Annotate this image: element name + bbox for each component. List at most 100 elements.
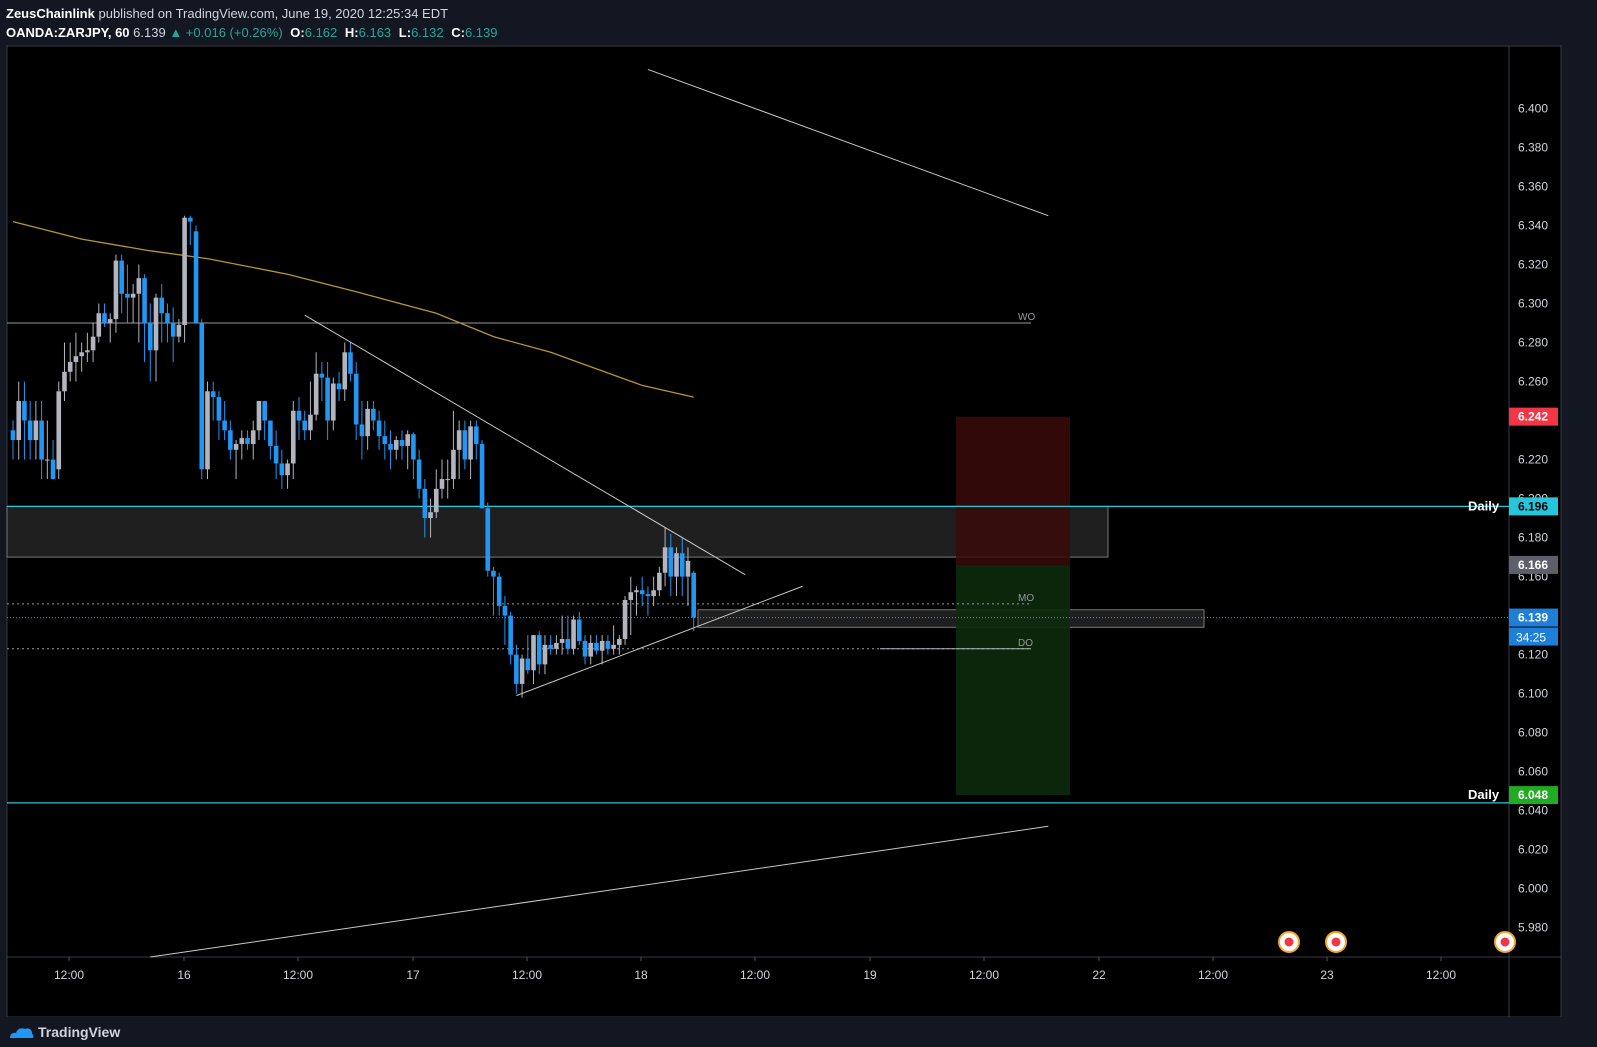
candle-body[interactable]	[639, 590, 645, 595]
candle-body[interactable]	[376, 420, 382, 437]
candle-body[interactable]	[39, 420, 44, 460]
candle-body[interactable]	[451, 449, 456, 480]
candle-body[interactable]	[657, 572, 662, 591]
candle-body[interactable]	[113, 260, 119, 320]
candle-body[interactable]	[290, 410, 296, 464]
candle-body[interactable]	[439, 479, 445, 489]
support-zone[interactable]	[697, 609, 1205, 628]
candle-body[interactable]	[634, 590, 639, 593]
candle-body[interactable]	[165, 313, 170, 324]
candle-body[interactable]	[50, 459, 56, 480]
candle-body[interactable]	[250, 430, 256, 444]
candle-body[interactable]	[525, 658, 531, 671]
candle-body[interactable]	[462, 430, 468, 460]
candle-body[interactable]	[125, 293, 130, 298]
candle-body[interactable]	[365, 408, 370, 437]
candle-body[interactable]	[228, 430, 233, 450]
lower-channel-line[interactable]	[150, 825, 1049, 958]
candle-body[interactable]	[239, 438, 245, 444]
descending-trendline[interactable]	[304, 314, 746, 576]
candle-body[interactable]	[651, 590, 656, 597]
candle-body[interactable]	[199, 323, 205, 470]
candle-body[interactable]	[159, 297, 165, 314]
candle-body[interactable]	[188, 217, 193, 222]
candle-body[interactable]	[67, 362, 73, 372]
candle-body[interactable]	[674, 553, 679, 577]
candle-body[interactable]	[536, 635, 542, 665]
candle-body[interactable]	[353, 373, 359, 425]
candle-body[interactable]	[348, 352, 353, 374]
candle-body[interactable]	[559, 639, 565, 643]
candle-body[interactable]	[445, 479, 451, 481]
candle-body[interactable]	[685, 560, 691, 577]
candle-body[interactable]	[256, 401, 262, 431]
candle-body[interactable]	[102, 313, 107, 324]
ascending-trendline[interactable]	[516, 585, 803, 697]
candle-body[interactable]	[491, 570, 496, 577]
candle-body[interactable]	[96, 313, 102, 337]
candle-body[interactable]	[485, 508, 491, 571]
candle-body[interactable]	[45, 459, 50, 461]
candle-body[interactable]	[617, 639, 622, 645]
author-name[interactable]: ZeusChainlink	[6, 6, 95, 21]
candle-body[interactable]	[662, 547, 668, 573]
plot-area[interactable]	[7, 46, 1509, 957]
candle-body[interactable]	[668, 547, 674, 577]
candle-body[interactable]	[605, 640, 611, 649]
candle-body[interactable]	[382, 436, 388, 444]
candle-body[interactable]	[279, 463, 285, 476]
candle-body[interactable]	[331, 383, 336, 421]
candle-body[interactable]	[554, 642, 559, 649]
candle-body[interactable]	[514, 654, 519, 684]
tradingview-brand[interactable]: TradingView	[38, 1024, 121, 1040]
candle-body[interactable]	[611, 644, 616, 649]
candle-body[interactable]	[502, 605, 508, 616]
candle-body[interactable]	[565, 639, 571, 649]
candle-body[interactable]	[205, 391, 210, 470]
candle-body[interactable]	[456, 430, 462, 450]
upper-channel-line[interactable]	[647, 68, 1049, 217]
candle-body[interactable]	[622, 600, 628, 640]
candle-body[interactable]	[216, 397, 222, 421]
candle-body[interactable]	[233, 443, 239, 450]
candle-body[interactable]	[628, 592, 634, 601]
candle-body[interactable]	[147, 323, 153, 351]
candle-body[interactable]	[245, 438, 250, 444]
candle-body[interactable]	[582, 640, 588, 657]
candle-body[interactable]	[479, 443, 485, 509]
candle-body[interactable]	[142, 278, 147, 324]
candle-body[interactable]	[405, 434, 410, 446]
candle-body[interactable]	[136, 278, 142, 294]
candle-body[interactable]	[308, 414, 313, 431]
candle-body[interactable]	[62, 371, 67, 392]
candle-body[interactable]	[107, 319, 113, 324]
candle-body[interactable]	[73, 356, 79, 363]
candle-body[interactable]	[645, 594, 651, 597]
stop-loss-zone[interactable]	[956, 416, 1070, 565]
candle-body[interactable]	[679, 553, 685, 577]
candle-body[interactable]	[576, 619, 582, 641]
candle-body[interactable]	[302, 420, 308, 431]
candle-body[interactable]	[393, 440, 399, 450]
candle-body[interactable]	[542, 644, 548, 665]
candle-body[interactable]	[342, 352, 348, 390]
candle-body[interactable]	[416, 459, 422, 489]
candle-body[interactable]	[27, 420, 33, 441]
candle-body[interactable]	[691, 572, 696, 618]
candle-body[interactable]	[268, 420, 273, 446]
candle-body[interactable]	[33, 420, 39, 441]
candle-body[interactable]	[359, 424, 365, 437]
candle-body[interactable]	[496, 576, 502, 606]
moving-average-line[interactable]	[12, 220, 694, 398]
candle-body[interactable]	[170, 323, 176, 337]
candle-body[interactable]	[531, 635, 536, 671]
candle-body[interactable]	[262, 401, 267, 421]
candle-body[interactable]	[548, 644, 553, 649]
candle-body[interactable]	[399, 440, 405, 446]
candle-body[interactable]	[428, 512, 433, 519]
candle-body[interactable]	[90, 336, 96, 351]
candle-body[interactable]	[296, 410, 302, 421]
candle-body[interactable]	[130, 293, 136, 298]
candle-body[interactable]	[594, 642, 599, 651]
